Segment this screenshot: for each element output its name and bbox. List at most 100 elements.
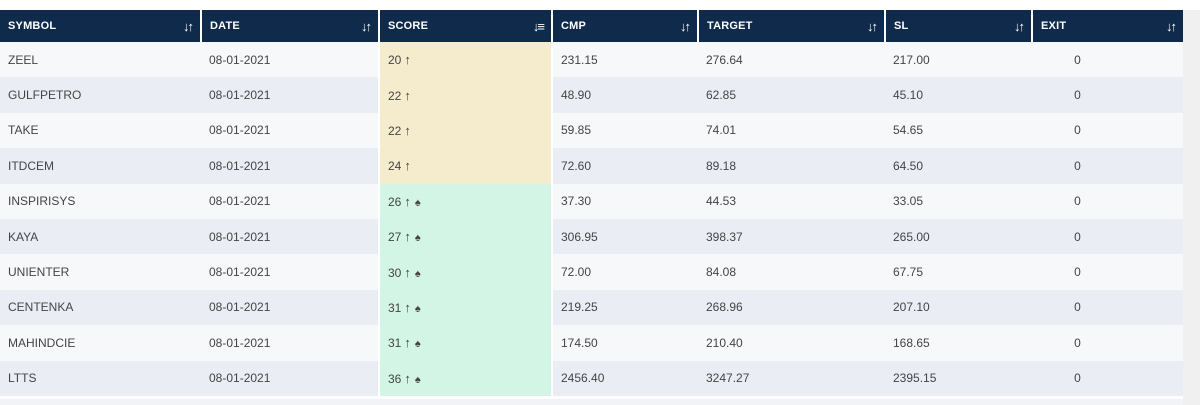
table-row[interactable]: ITDCEM 08-01-2021 24 ↑ 72.60 89.18 64.50 0 <box>0 148 1183 184</box>
up-arrow-icon: ↑ <box>404 122 411 138</box>
score-cell: 26 ↑ ♠ <box>378 183 553 219</box>
symbol-text: KAYA <box>8 229 39 244</box>
target-cell: 74.01 <box>698 112 885 149</box>
target-cell: 3247.27 <box>698 360 885 396</box>
cmp-cell: 72.60 <box>552 148 698 184</box>
column-header-sl[interactable]: SL ↓↑ <box>885 10 1033 42</box>
score-value: 31 <box>388 336 402 351</box>
symbol-text: MAHINDCIE <box>8 335 76 350</box>
target-value: 398.37 <box>706 229 743 244</box>
target-value: 44.53 <box>706 194 737 209</box>
date-text: 08-01-2021 <box>209 88 271 103</box>
column-header-label: SYMBOL <box>8 20 57 32</box>
target-cell: 398.37 <box>698 218 885 255</box>
table-row[interactable]: GULFPETRO 08-01-2021 22 ↑ 48.90 62.85 45.10 0 <box>0 77 1183 113</box>
table-row[interactable]: KAYA 08-01-2021 27 ↑ ♠ 306.95 398.37 265.00 0 <box>0 218 1183 255</box>
cmp-value: 59.85 <box>561 123 592 138</box>
sl-value: 45.10 <box>893 88 924 103</box>
sort-updown-icon[interactable]: ↓↑ <box>1166 19 1177 34</box>
cmp-cell: 48.90 <box>552 77 698 113</box>
exit-value: 0 <box>1074 88 1081 103</box>
date-text: 08-01-2021 <box>209 194 271 209</box>
sl-cell: 67.75 <box>885 254 1032 290</box>
table-row[interactable]: CENTENKA 08-01-2021 31 ↑ ♠ 219.25 268.96 207.10… <box>0 289 1183 326</box>
score-value: 22 <box>388 88 402 103</box>
cmp-value: 48.90 <box>561 88 592 103</box>
date-cell: 08-01-2021 <box>201 254 379 290</box>
spade-icon: ♠ <box>414 196 421 209</box>
table-row[interactable]: ZEEL 08-01-2021 20 ↑ 231.15 276.64 217.00 0 <box>0 42 1183 78</box>
score-cell: 24 ↑ <box>378 148 553 184</box>
column-header-label: TARGET <box>707 20 753 32</box>
spade-icon: ♠ <box>414 338 421 351</box>
target-cell: 210.40 <box>698 325 885 361</box>
symbol-text: ITDCEM <box>8 158 54 173</box>
date-cell: 08-01-2021 <box>201 360 379 396</box>
cmp-value: 72.60 <box>561 158 592 173</box>
column-header-score[interactable]: SCORE ↓≡ <box>379 10 553 42</box>
cmp-cell: 219.25 <box>552 289 698 326</box>
target-value: 62.85 <box>706 88 737 103</box>
spade-icon: ♠ <box>414 302 421 315</box>
sort-updown-icon[interactable]: ↓↑ <box>1014 19 1025 34</box>
target-cell: 84.08 <box>698 254 885 290</box>
column-header-symbol[interactable]: SYMBOL ↓↑ <box>0 10 202 42</box>
sl-cell: 33.05 <box>885 183 1032 219</box>
sl-value: 54.65 <box>893 123 924 138</box>
score-cell: 31 ↑ ♠ <box>378 325 553 361</box>
cmp-cell: 231.15 <box>552 42 698 78</box>
symbol-cell: INSPIRISYS <box>0 183 201 219</box>
date-text: 08-01-2021 <box>209 265 271 280</box>
column-header-label: SCORE <box>388 20 429 32</box>
target-value: 3247.27 <box>706 371 750 386</box>
target-cell: 276.64 <box>698 42 885 78</box>
table-footer-strip <box>0 399 1183 405</box>
exit-value: 0 <box>1074 158 1081 173</box>
column-header-target[interactable]: TARGET ↓↑ <box>698 10 886 42</box>
up-arrow-icon: ↑ <box>404 87 411 103</box>
score-cell: 22 ↑ <box>378 112 553 149</box>
sl-cell: 45.10 <box>885 77 1032 113</box>
sl-cell: 217.00 <box>885 42 1032 78</box>
table-row[interactable]: UNIENTER 08-01-2021 30 ↑ ♠ 72.00 84.08 67.75 0 <box>0 254 1183 290</box>
sort-updown-icon[interactable]: ↓↑ <box>867 19 878 34</box>
symbol-cell: UNIENTER <box>0 254 201 290</box>
exit-cell: 0 <box>1032 112 1183 149</box>
cmp-value: 174.50 <box>561 335 598 350</box>
exit-cell: 0 <box>1032 254 1183 290</box>
date-text: 08-01-2021 <box>209 52 271 67</box>
date-text: 08-01-2021 <box>209 123 271 138</box>
exit-cell: 0 <box>1032 360 1183 396</box>
spade-icon: ♠ <box>414 232 421 245</box>
score-cell: 22 ↑ <box>378 77 553 113</box>
sl-cell: 54.65 <box>885 112 1032 149</box>
target-value: 276.64 <box>706 52 743 67</box>
date-text: 08-01-2021 <box>209 371 271 386</box>
target-value: 89.18 <box>706 158 737 173</box>
column-header-date[interactable]: DATE ↓↑ <box>201 10 380 42</box>
sl-value: 33.05 <box>893 194 924 209</box>
exit-value: 0 <box>1074 371 1081 386</box>
sl-cell: 2395.15 <box>885 360 1032 396</box>
exit-value: 0 <box>1074 300 1081 315</box>
sort-updown-icon[interactable]: ↓↑ <box>183 19 194 34</box>
table-row[interactable]: INSPIRISYS 08-01-2021 26 ↑ ♠ 37.30 44.53 33.05 0 <box>0 183 1183 219</box>
table-row[interactable]: LTTS 08-01-2021 36 ↑ ♠ 2456.40 3247.27 2395.15 0 <box>0 360 1183 396</box>
column-header-cmp[interactable]: CMP ↓↑ <box>552 10 699 42</box>
table-row[interactable]: TAKE 08-01-2021 22 ↑ 59.85 74.01 54.65 0 <box>0 112 1183 149</box>
date-text: 08-01-2021 <box>209 300 271 315</box>
sl-cell: 168.65 <box>885 325 1032 361</box>
exit-cell: 0 <box>1032 289 1183 326</box>
sort-updown-icon[interactable]: ↓↑ <box>361 19 372 34</box>
exit-value: 0 <box>1074 194 1081 209</box>
up-arrow-icon: ↑ <box>404 229 411 245</box>
vertical-scrollbar[interactable] <box>1183 10 1200 405</box>
sort-updown-icon[interactable]: ↓↑ <box>680 19 691 34</box>
column-header-exit[interactable]: EXIT ↓↑ <box>1032 10 1183 42</box>
table-row[interactable]: MAHINDCIE 08-01-2021 31 ↑ ♠ 174.50 210.40 168.6… <box>0 325 1183 361</box>
target-cell: 44.53 <box>698 183 885 219</box>
sort-descending-icon[interactable]: ↓≡ <box>532 19 545 34</box>
score-cell: 30 ↑ ♠ <box>378 254 553 290</box>
symbol-text: LTTS <box>8 371 37 386</box>
cmp-value: 2456.40 <box>561 371 605 386</box>
